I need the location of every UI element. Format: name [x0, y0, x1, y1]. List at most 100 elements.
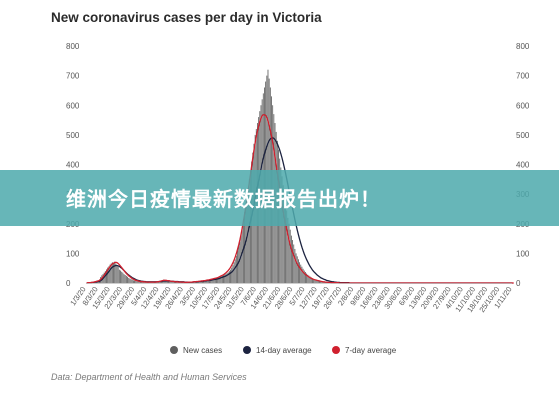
new-cases-bar — [202, 280, 203, 283]
new-cases-bar — [158, 281, 160, 283]
new-cases-bar — [125, 275, 127, 283]
new-cases-bar — [224, 274, 226, 283]
new-cases-bar — [123, 274, 125, 283]
new-cases-bar — [306, 273, 308, 283]
new-cases-bar — [171, 281, 173, 283]
new-cases-bar — [302, 268, 304, 283]
y-tick-label-left: 100 — [66, 249, 80, 258]
y-axis-left: 0100200300400500600700800 — [66, 42, 80, 288]
new-cases-bar — [312, 278, 313, 283]
new-cases-bar — [247, 188, 249, 283]
new-cases-bar — [108, 266, 110, 283]
new-cases-bar — [211, 279, 213, 283]
new-cases-bar — [316, 280, 318, 283]
new-cases-bar — [241, 226, 243, 283]
new-cases-bar — [216, 278, 217, 283]
new-cases-bar — [207, 280, 209, 283]
new-cases-bar — [218, 277, 220, 283]
new-cases-bar — [296, 256, 298, 283]
new-cases-bar — [321, 281, 323, 283]
new-cases-bar — [116, 265, 118, 283]
new-cases-bar — [237, 250, 238, 283]
new-cases-bar — [129, 278, 131, 283]
new-cases-bar — [221, 275, 223, 283]
new-cases-bar — [204, 280, 206, 283]
new-cases-bar — [235, 255, 237, 283]
y-tick-label-right: 600 — [516, 101, 530, 110]
new-cases-bar — [220, 276, 222, 283]
y-tick-label-left: 500 — [66, 131, 80, 140]
new-cases-bar — [228, 271, 230, 283]
new-cases-bar — [239, 241, 241, 283]
new-cases-bar — [293, 244, 295, 283]
new-cases-bar — [289, 229, 291, 283]
new-cases-bar — [286, 210, 288, 283]
new-cases-bar — [227, 272, 229, 283]
new-cases-bar — [173, 281, 175, 283]
headline-banner-text: 维洲今日疫情最新数据报告出炉！ — [66, 187, 381, 211]
new-cases-bar — [313, 278, 315, 283]
new-cases-bar — [110, 263, 112, 283]
chart-title: New coronavirus cases per day in Victori… — [51, 10, 322, 25]
new-cases-bar — [122, 272, 124, 283]
new-cases-bar — [305, 272, 306, 283]
new-cases-bar — [109, 264, 111, 283]
new-cases-bar — [111, 262, 113, 283]
new-cases-bar — [107, 267, 109, 283]
new-cases-bar — [170, 281, 172, 283]
new-cases-bar — [117, 266, 119, 283]
y-tick-label-right: 800 — [516, 42, 530, 51]
new-cases-bar — [248, 179, 250, 283]
new-cases-bar — [315, 280, 317, 283]
new-cases-bar — [299, 262, 301, 283]
y-tick-label-left: 600 — [66, 101, 80, 110]
new-cases-bar — [138, 281, 140, 283]
new-cases-bar — [217, 277, 219, 283]
new-cases-bar — [113, 262, 114, 283]
new-cases-bar — [104, 271, 106, 283]
legend-label: New cases — [183, 346, 222, 355]
new-cases-bar — [177, 282, 179, 283]
new-cases-bar — [121, 271, 123, 283]
new-cases-bar — [246, 197, 248, 283]
new-cases-bar — [300, 264, 302, 283]
new-cases-bar — [137, 281, 139, 283]
y-tick-label-right: 700 — [516, 72, 530, 81]
new-cases-bar — [297, 259, 299, 283]
y-tick-label-left: 0 — [66, 279, 71, 288]
new-cases-bar — [118, 269, 120, 283]
new-cases-bar — [285, 203, 286, 283]
new-cases-bar — [226, 273, 228, 283]
new-cases-bar — [320, 281, 322, 283]
new-cases-bar — [232, 265, 234, 283]
new-cases-bar — [230, 269, 231, 283]
new-cases-bar — [307, 274, 309, 283]
legend-label: 14-day average — [256, 346, 312, 355]
new-cases-bar — [309, 276, 311, 283]
new-cases-bar — [135, 280, 137, 283]
new-cases-bar — [176, 282, 178, 283]
new-cases-bar — [115, 263, 117, 283]
new-cases-bar — [141, 281, 143, 283]
new-cases-bar — [250, 170, 251, 283]
new-cases-bar — [169, 281, 171, 283]
new-cases-bar — [301, 266, 303, 283]
new-cases-bar — [292, 240, 293, 283]
y-tick-label-right: 0 — [516, 279, 521, 288]
new-cases-bar — [283, 194, 285, 283]
new-cases-bar — [214, 278, 216, 283]
source-note: Data: Department of Health and Human Ser… — [51, 372, 247, 382]
new-cases-bar — [114, 261, 116, 283]
new-cases-bar — [233, 262, 235, 283]
legend-marker — [170, 346, 178, 354]
new-cases-bar — [281, 176, 283, 283]
new-cases-bar — [219, 277, 221, 283]
y-tick-label-left: 700 — [66, 72, 80, 81]
new-cases-bar — [165, 280, 167, 283]
x-axis: 1/3/208/3/2015/3/2022/3/2029/3/205/4/201… — [68, 283, 514, 314]
new-cases-bar — [205, 280, 207, 283]
new-cases-bar — [144, 282, 146, 283]
y-tick-label-left: 400 — [66, 161, 80, 170]
new-cases-bar — [127, 276, 128, 283]
